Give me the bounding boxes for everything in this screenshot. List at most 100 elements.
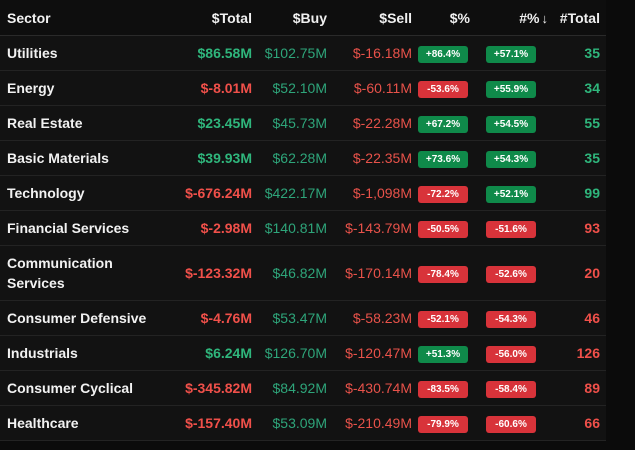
sell-value: $-210.49M <box>345 415 412 431</box>
pct-cell: -52.1% <box>414 309 472 328</box>
count-total-value: 66 <box>584 415 600 431</box>
total-value: $-676.24M <box>185 185 252 201</box>
count-total-value: 46 <box>584 310 600 326</box>
buy-value: $126.70M <box>264 345 327 361</box>
buy-value: $422.17M <box>264 185 327 201</box>
count-pct-cell: +52.1% <box>472 184 550 203</box>
pct-cell: -50.5% <box>414 219 472 238</box>
table-row[interactable]: Financial Services $-2.98M $140.81M $-143.7… <box>0 211 606 246</box>
pct-cell: -53.6% <box>414 79 472 98</box>
pct-badge: -78.4% <box>418 265 468 283</box>
table-row[interactable]: Technology $-676.24M $422.17M $-1,098M -72.2… <box>0 176 606 211</box>
column-header-pct[interactable]: $% <box>449 9 470 26</box>
count-pct-cell: +55.9% <box>472 79 550 98</box>
total-value: $-157.40M <box>185 415 252 431</box>
sector-name[interactable]: Consumer Defensive <box>7 310 147 326</box>
sell-value: $-22.28M <box>352 115 412 131</box>
sector-name[interactable]: Basic Materials <box>7 150 109 166</box>
pct-cell: -79.9% <box>414 414 472 433</box>
count-total-value: 55 <box>584 115 600 131</box>
count-pct-badge: -52.6% <box>486 265 536 283</box>
sell-value: $-430.74M <box>345 380 412 396</box>
pct-badge: +86.4% <box>418 45 468 63</box>
total-value: $39.93M <box>197 150 252 166</box>
buy-value: $62.28M <box>272 150 327 166</box>
buy-value: $45.73M <box>272 115 327 131</box>
table-row[interactable]: Industrials $6.24M $126.70M $-120.47M +51.3%… <box>0 336 606 371</box>
count-pct-badge: +57.1% <box>486 45 536 63</box>
count-total-value: 35 <box>584 45 600 61</box>
table-row[interactable]: Communication Services $-123.32M $46.82M $-… <box>0 246 606 301</box>
count-total-value: 34 <box>584 80 600 96</box>
count-pct-cell: -51.6% <box>472 219 550 238</box>
column-header-sell[interactable]: $Sell <box>379 9 412 26</box>
sector-name[interactable]: Industrials <box>7 345 78 361</box>
pct-badge: +51.3% <box>418 345 468 363</box>
sector-name[interactable]: Energy <box>7 80 55 96</box>
pct-cell: -72.2% <box>414 184 472 203</box>
sector-name[interactable]: Financial Services <box>7 220 130 236</box>
table-row[interactable]: Consumer Cyclical $-345.82M $84.92M $-430.7… <box>0 371 606 406</box>
sector-name[interactable]: Real Estate <box>7 115 83 131</box>
count-pct-cell: -58.4% <box>472 379 550 398</box>
buy-value: $53.09M <box>272 415 327 431</box>
table-row[interactable]: Basic Materials $39.93M $62.28M $-22.35M +73… <box>0 141 606 176</box>
count-pct-badge: -51.6% <box>486 220 536 238</box>
pct-badge: +67.2% <box>418 115 468 133</box>
count-pct-badge: -60.6% <box>486 415 536 433</box>
count-pct-cell: -60.6% <box>472 414 550 433</box>
column-header-count-pct[interactable]: #% ↓ <box>472 10 550 26</box>
count-pct-cell: -52.6% <box>472 264 550 283</box>
count-total-value: 126 <box>576 345 600 361</box>
count-pct-badge: +54.5% <box>486 115 536 133</box>
sell-value: $-143.79M <box>345 220 412 236</box>
pct-badge: -79.9% <box>418 415 468 433</box>
total-value: $-2.98M <box>200 220 252 236</box>
buy-value: $102.75M <box>264 45 327 61</box>
count-pct-badge: -54.3% <box>486 310 536 328</box>
total-value: $-4.76M <box>200 310 252 326</box>
pct-cell: +86.4% <box>414 44 472 63</box>
count-pct-cell: -56.0% <box>472 344 550 363</box>
sell-value: $-16.18M <box>352 45 412 61</box>
count-pct-badge: -58.4% <box>486 380 536 398</box>
sell-value: $-22.35M <box>352 150 412 166</box>
table-row[interactable]: Consumer Defensive $-4.76M $53.47M $-58.23M… <box>0 301 606 336</box>
column-header-total[interactable]: $Total <box>211 9 252 26</box>
table-row[interactable]: Energy $-8.01M $52.10M $-60.11M -53.6% +55.9%… <box>0 71 606 106</box>
pct-cell: +73.6% <box>414 149 472 168</box>
table-row[interactable]: Real Estate $23.45M $45.73M $-22.28M +67.2% +… <box>0 106 606 141</box>
column-header-sector[interactable]: Sector <box>7 9 51 26</box>
pct-badge: -50.5% <box>418 220 468 238</box>
count-pct-cell: +54.3% <box>472 149 550 168</box>
count-pct-cell: +57.1% <box>472 44 550 63</box>
total-value: $-345.82M <box>185 380 252 396</box>
sector-name[interactable]: Communication Services <box>7 255 113 291</box>
pct-badge: -52.1% <box>418 310 468 328</box>
sector-name[interactable]: Technology <box>7 185 85 201</box>
pct-cell: +51.3% <box>414 344 472 363</box>
buy-value: $46.82M <box>272 265 327 281</box>
count-pct-badge: +54.3% <box>486 150 536 168</box>
column-header-count-total[interactable]: #Total <box>559 9 600 26</box>
count-pct-cell: -54.3% <box>472 309 550 328</box>
count-total-value: 20 <box>584 265 600 281</box>
table-row[interactable]: Utilities $86.58M $102.75M $-16.18M +86.4% +5… <box>0 36 606 71</box>
sector-name[interactable]: Utilities <box>7 45 58 61</box>
buy-value: $52.10M <box>272 80 327 96</box>
count-pct-badge: -56.0% <box>486 345 536 363</box>
count-pct-badge: +52.1% <box>486 185 536 203</box>
table-row[interactable]: Healthcare $-157.40M $53.09M $-210.49M -79.9… <box>0 406 606 441</box>
sell-value: $-60.11M <box>353 80 412 96</box>
total-value: $23.45M <box>197 115 252 131</box>
buy-value: $140.81M <box>264 220 327 236</box>
sell-value: $-170.14M <box>345 265 412 281</box>
sector-name[interactable]: Consumer Cyclical <box>7 380 134 396</box>
count-pct-cell: +54.5% <box>472 114 550 133</box>
table-header-row: Sector $Total $Buy $Sell $% #% ↓ #Total <box>0 0 606 36</box>
column-header-buy[interactable]: $Buy <box>292 9 327 26</box>
sector-flow-table: Sector $Total $Buy $Sell $% #% ↓ #Total U… <box>0 0 606 441</box>
pct-badge: -72.2% <box>418 185 468 203</box>
sector-name[interactable]: Healthcare <box>7 415 79 431</box>
total-value: $86.58M <box>197 45 252 61</box>
